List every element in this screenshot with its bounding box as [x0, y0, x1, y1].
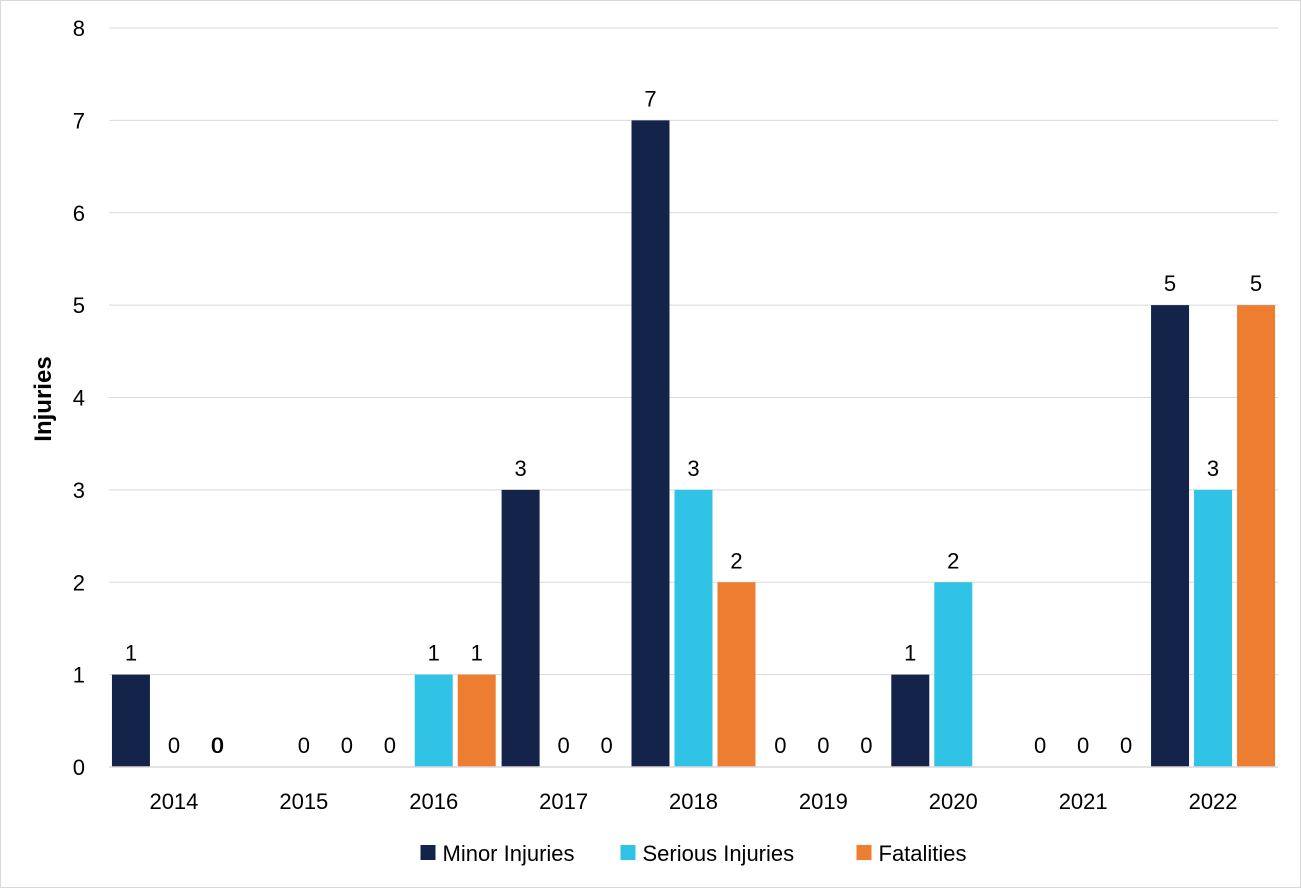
legend-item: Serious Injuries [620, 841, 795, 866]
x-tick-label: 2014 [149, 789, 198, 814]
bar [934, 582, 973, 767]
y-tick-label: 4 [73, 386, 85, 411]
y-tick-label: 0 [73, 755, 85, 780]
x-tick-label: 2021 [1059, 789, 1108, 814]
legend-swatch [420, 845, 436, 860]
y-tick-label: 8 [73, 16, 85, 41]
legend-swatch [620, 845, 636, 860]
y-tick-label: 2 [73, 570, 85, 595]
y-tick-label: 1 [73, 663, 85, 688]
bar [1237, 305, 1276, 767]
y-axis-title: Injuries [30, 356, 57, 441]
data-label: 3 [1207, 456, 1219, 481]
data-label: 2 [730, 548, 742, 573]
data-label: 2 [947, 548, 959, 573]
data-label: 3 [687, 456, 699, 481]
bar [111, 674, 150, 767]
data-label: 0 [1077, 733, 1089, 758]
y-tick-label: 6 [73, 201, 85, 226]
bars [111, 120, 1276, 767]
y-tick-label: 5 [73, 293, 85, 318]
data-label: 0 [341, 733, 353, 758]
legend-swatch [856, 845, 872, 860]
data-label: 0 [774, 733, 786, 758]
bar [1151, 305, 1190, 767]
data-label: 0 [817, 733, 829, 758]
bar [414, 674, 453, 767]
data-label: 0 [384, 733, 396, 758]
data-label: 5 [1250, 271, 1262, 296]
legend-label: Minor Injuries [443, 841, 575, 866]
x-tick-label: 2015 [279, 789, 328, 814]
data-label: 0 [211, 733, 223, 758]
bar [1194, 489, 1233, 767]
data-label: 0 [600, 733, 612, 758]
x-tick-label: 2017 [539, 789, 588, 814]
data-label: 1 [125, 641, 137, 666]
legend-item: Fatalities [856, 841, 967, 866]
x-tick-label: 2016 [409, 789, 458, 814]
data-label: 3 [514, 456, 526, 481]
bar [457, 674, 496, 767]
data-label: 0 [168, 733, 180, 758]
bar [717, 582, 756, 767]
data-label: 0 [1034, 733, 1046, 758]
bar [891, 674, 930, 767]
data-label: 1 [471, 641, 483, 666]
legend: Minor Injuries Serious Injuries Fatalities [420, 841, 967, 866]
legend-label: Serious Injuries [643, 841, 795, 866]
x-tick-label: 2018 [669, 789, 718, 814]
data-label: 0 [860, 733, 872, 758]
legend-item: Minor Injuries [420, 841, 575, 866]
data-label: 1 [904, 641, 916, 666]
bar [631, 120, 670, 767]
data-label: 7 [644, 86, 656, 111]
data-label: 0 [557, 733, 569, 758]
bar [674, 489, 713, 767]
data-label: 0 [1120, 733, 1132, 758]
legend-label: Fatalities [879, 841, 967, 866]
bar [501, 489, 540, 767]
data-label: 5 [1164, 271, 1176, 296]
y-tick-label: 7 [73, 108, 85, 133]
y-tick-label: 3 [73, 478, 85, 503]
x-tick-label: 2019 [799, 789, 848, 814]
data-label: 1 [428, 641, 440, 666]
x-tick-label: 2022 [1189, 789, 1238, 814]
data-label: 0 [298, 733, 310, 758]
data-label: 0 [212, 733, 224, 758]
x-tick-label: 2020 [929, 789, 978, 814]
